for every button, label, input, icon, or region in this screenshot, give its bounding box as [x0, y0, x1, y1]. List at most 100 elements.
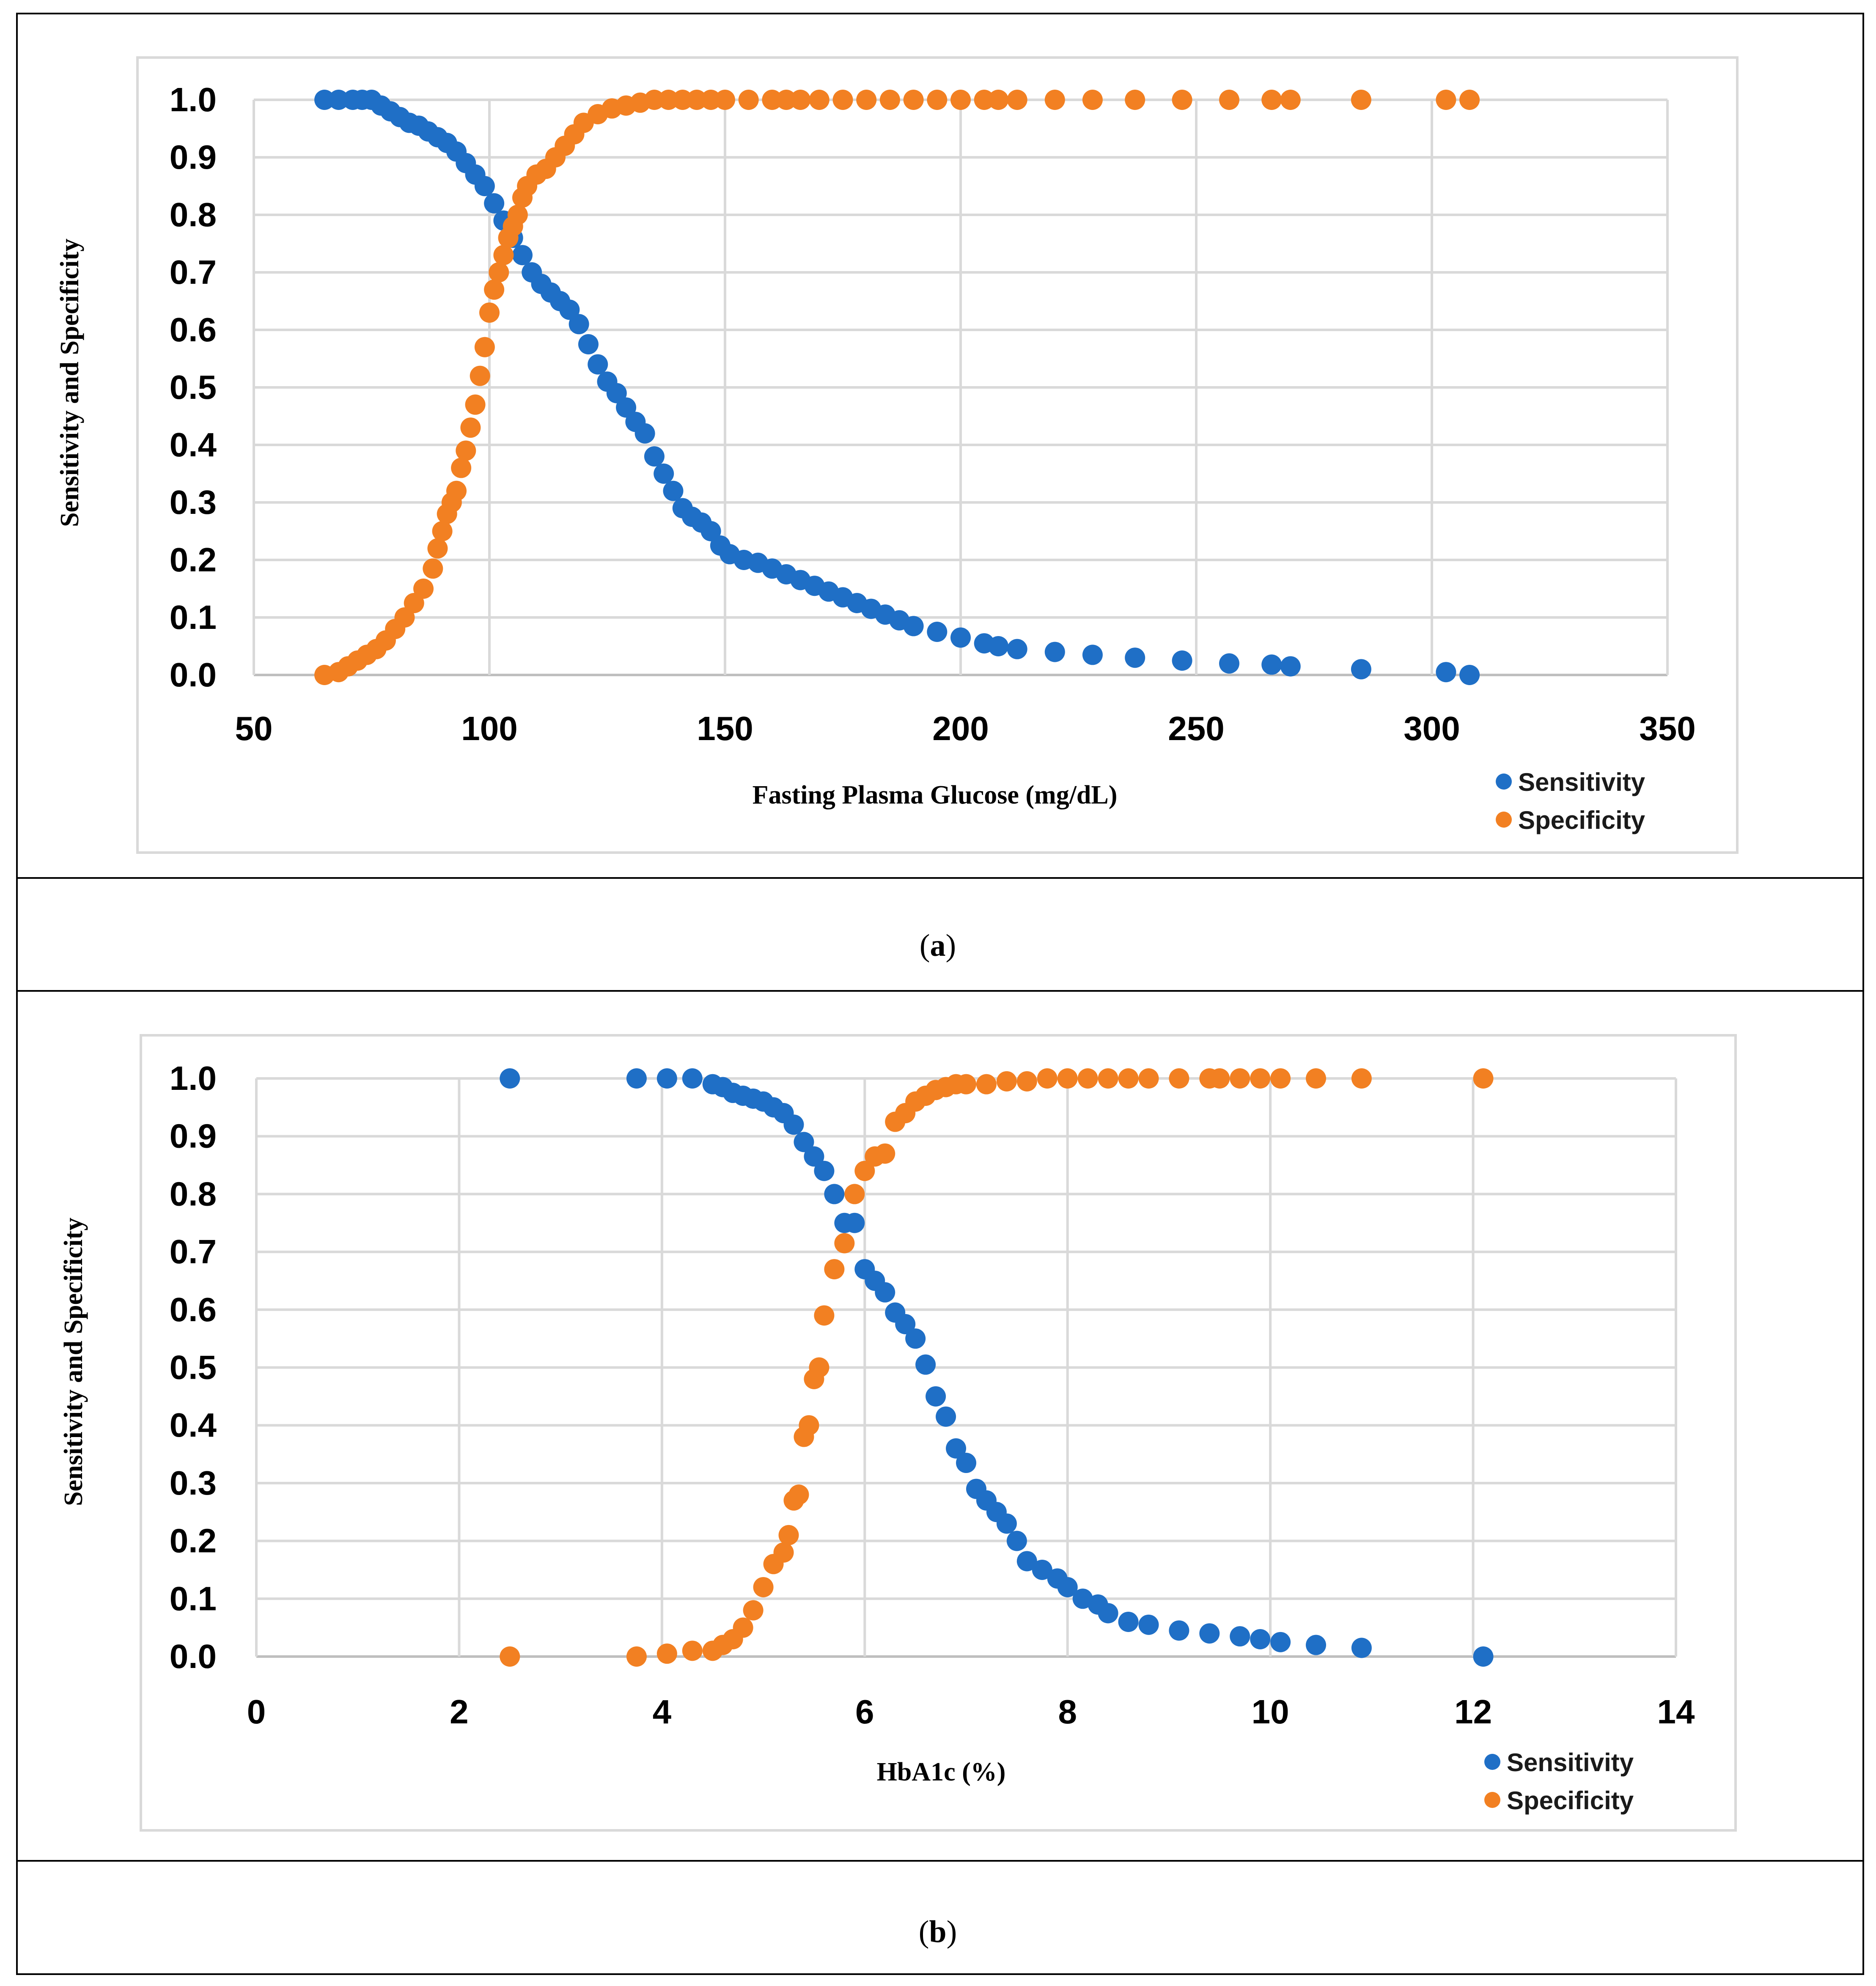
sensitivity-point — [1270, 1632, 1291, 1652]
specificity-point — [626, 1646, 647, 1667]
specificity-point — [976, 1074, 997, 1094]
sensitivity-point — [654, 464, 674, 484]
sensitivity-point — [1098, 1603, 1118, 1624]
y-tick-label: 0.8 — [170, 196, 217, 233]
sensitivity-point — [500, 1068, 520, 1089]
specificity-point — [500, 1646, 520, 1667]
specificity-point — [1473, 1068, 1494, 1089]
sensitivity-point — [844, 1212, 865, 1233]
specificity-point — [1250, 1068, 1271, 1089]
specificity-point — [738, 90, 759, 110]
specificity-point — [432, 521, 453, 541]
specificity-point — [1057, 1068, 1078, 1089]
specificity-point — [489, 262, 509, 283]
specificity-point — [950, 90, 971, 110]
sensitivity-point — [663, 480, 684, 501]
specificity-point — [446, 480, 467, 501]
specificity-point — [687, 90, 707, 110]
specificity-point — [790, 90, 811, 110]
sensitivity-point — [988, 636, 1009, 656]
legend-marker-sensitivity — [1484, 1754, 1500, 1770]
specificity-point — [834, 1233, 855, 1254]
specificity-point — [451, 458, 472, 478]
x-tick-label: 6 — [855, 1693, 874, 1731]
sensitivity-point — [616, 397, 637, 418]
sensitivity-point — [314, 90, 335, 110]
legend-label-sensitivity: Sensitivity — [1518, 768, 1645, 796]
sensitivity-point — [950, 627, 971, 648]
sensitivity-point — [1459, 665, 1480, 685]
sensitivity-point — [484, 193, 505, 214]
specificity-point — [1098, 1068, 1118, 1089]
specificity-point — [788, 1484, 809, 1505]
y-tick-label: 0.2 — [170, 541, 217, 579]
specificity-point — [996, 1071, 1017, 1092]
sensitivity-point — [926, 1386, 946, 1407]
y-tick-label: 0.3 — [170, 483, 217, 521]
sensitivity-point — [606, 383, 627, 403]
specificity-point — [988, 90, 1009, 110]
specificity-point — [465, 394, 486, 415]
sensitivity-point — [1280, 656, 1301, 677]
chart-area-border-b — [140, 1034, 1737, 1832]
sensitivity-point — [1250, 1629, 1271, 1649]
specificity-point — [1037, 1068, 1057, 1089]
sensitivity-point — [996, 1513, 1017, 1534]
specificity-point — [1082, 90, 1103, 110]
specificity-point — [844, 1184, 865, 1204]
specificity-point — [493, 245, 514, 266]
sensitivity-point — [682, 1068, 703, 1089]
sensitivity-point — [1016, 1551, 1037, 1572]
legend-label-specificity: Specificity — [1507, 1786, 1634, 1815]
specificity-point — [1436, 90, 1456, 110]
specificity-point — [875, 1143, 895, 1164]
chart-hba1c: 0.0 0.1 0.2 0.3 0.4 0.5 0.6 0.7 0.8 0.9 1.0 0 2 4 6 8 10… — [59, 1059, 1695, 1815]
specificity-point — [507, 205, 528, 225]
specificity-point — [700, 90, 721, 110]
sensitivity-point — [1032, 1559, 1052, 1580]
specificity-point — [1280, 90, 1301, 110]
specificity-point — [1007, 90, 1027, 110]
sensitivity-point — [1473, 1646, 1494, 1667]
x-tick-label: 350 — [1639, 710, 1695, 747]
specificity-point — [1230, 1068, 1250, 1089]
specificity-point — [456, 440, 476, 461]
sensitivity-point — [1261, 654, 1282, 675]
y-tick-label: 0.9 — [170, 1117, 217, 1155]
sensitivity-point — [927, 622, 948, 642]
sensitivity-point — [1219, 653, 1239, 674]
y-tick-label: 0.5 — [170, 368, 217, 406]
specificity-point — [733, 1617, 753, 1638]
y-tick-label: 0.7 — [170, 1233, 217, 1270]
x-tick-label: 2 — [450, 1693, 469, 1731]
sensitivity-point — [700, 521, 721, 541]
sensitivity-point — [1082, 645, 1103, 665]
sensitivity-point — [1230, 1626, 1250, 1647]
sensitivity-point — [569, 314, 589, 335]
y-tick-label: 0.9 — [170, 138, 217, 176]
specificity-point — [413, 579, 434, 599]
specificity-point — [832, 90, 853, 110]
chart-fasting-glucose: 0.0 0.1 0.2 0.3 0.4 0.5 0.6 0.7 0.8 0.9 1.0 50 100 15… — [55, 81, 1696, 834]
specificity-point — [1169, 1068, 1189, 1089]
specificity-point — [479, 302, 500, 323]
x-tick-label: 50 — [235, 710, 273, 747]
specificity-point — [672, 90, 693, 110]
sensitivity-point — [895, 1314, 916, 1334]
specificity-point — [927, 90, 948, 110]
sensitivity-point — [588, 354, 608, 375]
figure-border — [16, 13, 1864, 1975]
x-tick-label: 150 — [697, 710, 753, 747]
y-tick-label: 1.0 — [170, 1059, 217, 1097]
y-tick-label: 0.5 — [170, 1349, 217, 1386]
sensitivity-point — [1351, 659, 1371, 680]
sensitivity-point — [1007, 639, 1027, 659]
x-tick-label: 10 — [1252, 1693, 1289, 1731]
caption-a: (a) — [920, 928, 956, 963]
specificity-point — [427, 538, 448, 559]
specificity-point — [1351, 90, 1371, 110]
specificity-point — [1459, 90, 1480, 110]
specificity-point — [773, 1542, 794, 1563]
y-tick-label: 1.0 — [170, 81, 217, 118]
